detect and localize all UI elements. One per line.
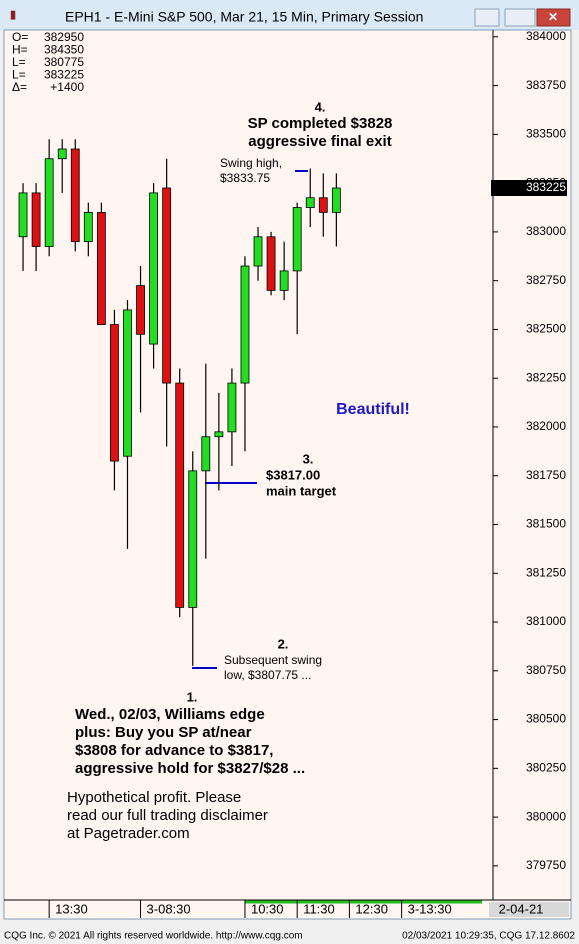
info-label: Δ=: [12, 80, 27, 94]
close-icon: ✕: [548, 10, 558, 24]
candle-body: [162, 187, 172, 384]
close-button[interactable]: [536, 8, 571, 27]
window-title: EPH1 - E-Mini S&P 500, Mar 21, 15 Min, P…: [65, 9, 423, 25]
annotation-text: main target: [266, 483, 337, 498]
candle-body: [175, 382, 185, 608]
candle-body: [266, 236, 276, 291]
annotation-text: low, $3807.75 ...: [224, 668, 311, 682]
y-tick-label: 383000: [526, 224, 566, 238]
y-tick-label: 381500: [526, 517, 566, 531]
candle-body: [305, 197, 315, 208]
y-tick-label: 379750: [526, 858, 566, 872]
annotation-text: SP completed $3828: [248, 115, 393, 132]
candle-body: [201, 436, 211, 472]
candle-body: [57, 148, 67, 160]
candle-body: [18, 192, 28, 238]
info-label: L=: [12, 55, 26, 69]
candle-body: [123, 309, 132, 457]
y-tick-label: 381750: [526, 468, 566, 482]
candle-body: [31, 192, 41, 247]
y-tick-label: 383750: [526, 78, 566, 92]
candle-body: [240, 265, 250, 384]
candle-body: [279, 270, 289, 291]
x-tick-label: 12:30: [355, 901, 388, 916]
annotation-text: read our full trading disclaimer: [67, 807, 268, 824]
annotation-number: 3.: [303, 451, 314, 466]
info-value: 380775: [44, 55, 84, 69]
candle-body: [70, 148, 80, 243]
footer-left: CQG Inc. © 2021 All rights reserved worl…: [4, 931, 303, 942]
y-tick-label: 380000: [526, 809, 566, 823]
annotation-text: $3817.00: [266, 467, 320, 482]
annotation-number: 1.: [187, 689, 198, 704]
candle-body: [318, 197, 328, 213]
annotation-text: at Pagetrader.com: [67, 825, 190, 842]
y-tick-label: 382250: [526, 370, 566, 384]
info-value: 382950: [44, 30, 84, 44]
x-tick-label: 13:30: [55, 901, 88, 916]
y-tick-label: 384000: [526, 29, 566, 43]
y-tick-label: 383500: [526, 127, 566, 141]
candle-body: [292, 207, 302, 272]
candle-body: [188, 470, 198, 608]
info-label: O=: [12, 30, 28, 44]
annotation-number: 4.: [315, 99, 326, 114]
annotation-text: plus: Buy you SP at/near: [75, 724, 252, 741]
candle-body: [227, 382, 237, 433]
x-tick-label: 10:30: [251, 901, 284, 916]
info-value: 384350: [44, 43, 84, 57]
annotation-text: aggressive hold for $3827/$28 ...: [75, 760, 305, 777]
x-tick-label: 3-13:30: [408, 901, 452, 916]
annotation-number: 2.: [278, 636, 289, 651]
app-icon: ▮: [10, 9, 16, 21]
maximize-button[interactable]: [504, 8, 536, 27]
x-tick-label: 3-08:30: [147, 901, 191, 916]
info-value: +1400: [50, 80, 84, 94]
annotation-text: aggressive final exit: [248, 133, 391, 150]
y-tick-label: 380500: [526, 712, 566, 726]
y-tick-label: 382750: [526, 273, 566, 287]
annotation-text: $3833.75: [220, 171, 270, 185]
candle-body: [44, 158, 54, 247]
candle-body: [83, 211, 93, 243]
candle-body: [110, 324, 119, 462]
last-price-label: 383225: [526, 180, 566, 194]
status-bar: [0, 925, 579, 944]
annotation-text: Subsequent swing: [224, 653, 322, 667]
info-value: 383225: [44, 68, 84, 82]
candle-body: [253, 236, 263, 267]
annotation-text: $3808 for advance to $3817,: [75, 742, 273, 759]
x-tick-label: 11:30: [303, 901, 335, 916]
candle-body: [149, 192, 158, 345]
y-tick-label: 380250: [526, 761, 566, 775]
date-label: 2-04-21: [499, 901, 544, 916]
last-price-box: [491, 180, 567, 197]
annotation-text: Beautiful!: [336, 401, 410, 418]
annotation-text: Hypothetical profit. Please: [67, 789, 241, 806]
candle-body: [96, 211, 106, 325]
annotation-text: Swing high,: [220, 156, 282, 170]
annotation-text: Wed., 02/03, Williams edge: [75, 706, 265, 723]
info-label: L=: [12, 68, 26, 82]
chart-area: [3, 29, 572, 920]
minimize-button[interactable]: [474, 8, 500, 27]
y-tick-label: 381000: [526, 614, 566, 628]
candle-body: [331, 187, 341, 213]
candle-body: [214, 431, 224, 438]
info-label: H=: [12, 43, 28, 57]
candle-body: [136, 285, 145, 335]
date-box: [489, 902, 569, 917]
y-tick-label: 382500: [526, 322, 566, 336]
y-tick-label: 382000: [526, 419, 566, 433]
footer-right: 02/03/2021 10:29:35, CQG 17.12.8602: [402, 931, 575, 942]
y-tick-label: 380750: [526, 663, 566, 677]
y-tick-label: 381250: [526, 565, 566, 579]
